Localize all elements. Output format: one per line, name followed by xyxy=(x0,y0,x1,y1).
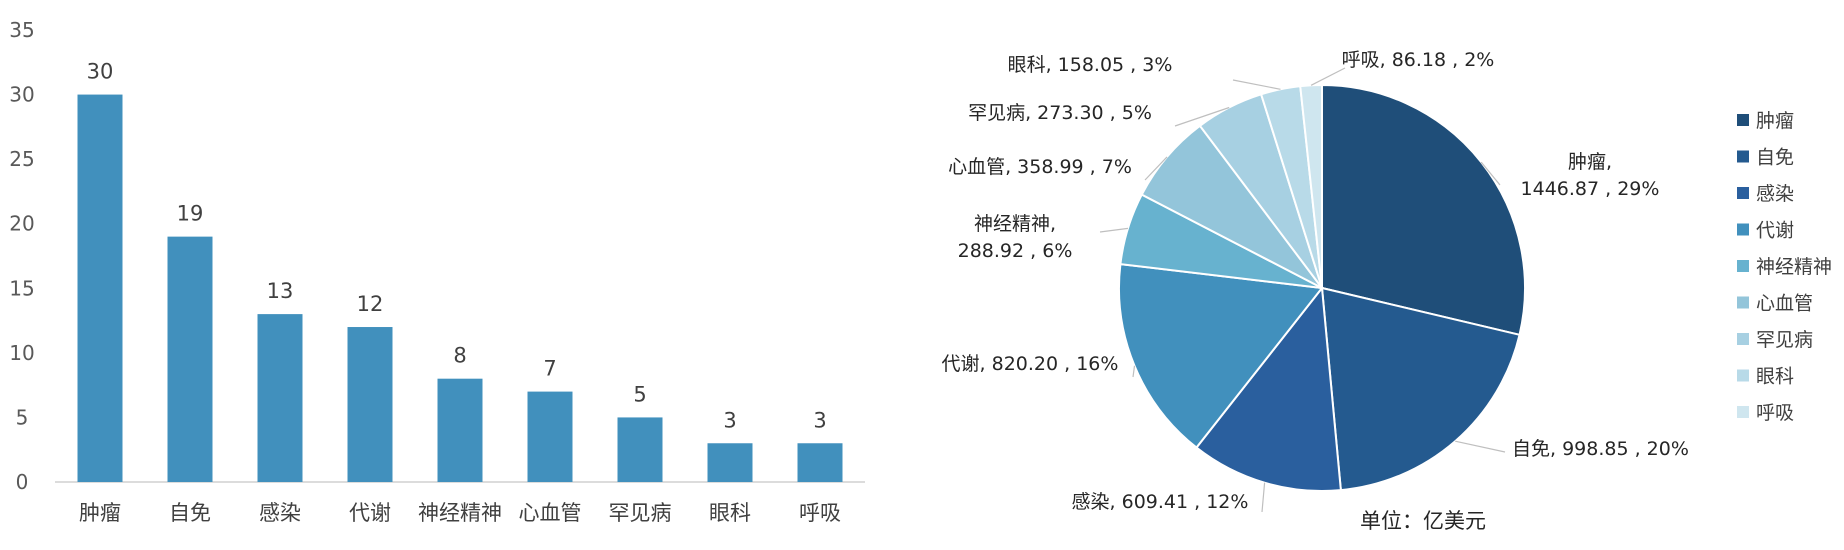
pie-leader-line xyxy=(1261,482,1266,513)
x-category-label: 自免 xyxy=(169,501,211,525)
legend-label: 心血管 xyxy=(1756,293,1813,315)
pie-label-name: 神经精神, xyxy=(974,213,1056,235)
pie-slice-label: 眼科, 158.05 , 3% xyxy=(1008,54,1173,76)
legend-swatch xyxy=(1737,369,1749,382)
y-tick-label: 30 xyxy=(9,83,34,107)
x-category-label: 心血管 xyxy=(519,501,582,525)
bar-value-label: 30 xyxy=(87,60,114,84)
bar xyxy=(167,236,213,482)
bar-value-label: 13 xyxy=(267,279,294,303)
y-tick-label: 35 xyxy=(9,18,34,42)
y-tick-label: 10 xyxy=(9,341,34,365)
legend-swatch xyxy=(1737,296,1749,309)
pie-slice-label: 肿瘤, 1446.87 , 29% xyxy=(1521,151,1660,200)
y-tick-label: 5 xyxy=(16,405,29,429)
pie-slice-label: 感染, 609.41 , 12% xyxy=(1072,491,1249,513)
bar-chart: 0 5 10 15 20 25 30 35 30 肿瘤 19 自免 13 感染 12 代谢 8 神经精神 7 心血管 5… xyxy=(9,18,865,525)
y-tick-label: 15 xyxy=(9,276,34,300)
bar-value-label: 5 xyxy=(633,382,646,406)
bar xyxy=(347,327,393,482)
bar xyxy=(617,417,663,482)
pie-label-name: 肿瘤, xyxy=(1568,151,1612,173)
legend-label: 感染 xyxy=(1756,183,1794,205)
legend-swatch xyxy=(1737,406,1749,418)
bar xyxy=(797,443,843,482)
x-category-label: 呼吸 xyxy=(799,501,841,525)
pie-leader-line xyxy=(1232,79,1281,90)
bar xyxy=(77,94,123,483)
legend-label: 神经精神 xyxy=(1756,256,1832,278)
bar-value-label: 7 xyxy=(543,357,556,381)
pie-leader-line xyxy=(1480,161,1501,186)
pie-label-value: 288.92 , 6% xyxy=(958,240,1073,262)
bar-value-label: 3 xyxy=(813,408,826,432)
pie-leader-line xyxy=(1174,106,1230,127)
x-category-label: 感染 xyxy=(259,501,301,525)
legend-swatch xyxy=(1737,223,1749,236)
bar xyxy=(527,391,573,482)
legend-label: 代谢 xyxy=(1756,220,1794,242)
x-category-label: 神经精神 xyxy=(418,501,502,525)
bar-value-label: 3 xyxy=(723,408,736,432)
legend-label: 罕见病 xyxy=(1756,329,1813,351)
legend-label: 自免 xyxy=(1756,147,1794,169)
x-category-label: 代谢 xyxy=(349,501,391,525)
bar xyxy=(707,443,753,482)
y-tick-label: 20 xyxy=(9,212,34,236)
bar-value-label: 8 xyxy=(453,344,466,368)
legend-swatch xyxy=(1737,114,1749,126)
pie-slice-label: 罕见病, 273.30 , 5% xyxy=(968,102,1152,124)
pie-leader-line xyxy=(1099,227,1129,233)
bar-value-label: 19 xyxy=(177,202,204,226)
legend-swatch xyxy=(1737,333,1749,345)
pie-slice-label: 代谢, 820.20 , 16% xyxy=(942,353,1119,375)
legend-swatch xyxy=(1737,187,1749,199)
pie-slice-label: 神经精神, 288.92 , 6% xyxy=(958,213,1073,262)
unit-label: 单位：亿美元 xyxy=(1360,509,1486,533)
legend-swatch xyxy=(1737,150,1749,163)
x-category-label: 罕见病 xyxy=(609,501,672,525)
pie-chart: 肿瘤, 1446.87 , 29% 自免, 998.85 , 20% 感染, 609.… xyxy=(942,49,1832,533)
pie-slice xyxy=(1117,262,1324,449)
pie-leader-line xyxy=(1455,440,1506,453)
y-tick-label: 0 xyxy=(16,470,29,494)
pie-label-value: 1446.87 , 29% xyxy=(1521,178,1660,200)
pie-leader-line xyxy=(1310,67,1346,86)
legend-label: 呼吸 xyxy=(1756,402,1794,424)
y-tick-label: 25 xyxy=(9,147,34,171)
pie-slice xyxy=(1320,286,1521,492)
x-category-label: 眼科 xyxy=(709,501,751,525)
legend-label: 眼科 xyxy=(1756,366,1794,388)
pie-slice-label: 自免, 998.85 , 20% xyxy=(1512,438,1689,460)
legend-label: 肿瘤 xyxy=(1756,110,1794,132)
x-category-label: 肿瘤 xyxy=(79,501,121,525)
legend-swatch xyxy=(1737,260,1749,272)
bar-value-label: 12 xyxy=(357,292,384,316)
pie-leader-line xyxy=(1144,156,1168,181)
pie-slice xyxy=(1195,285,1342,492)
pie-slice-label: 心血管, 358.99 , 7% xyxy=(948,156,1132,178)
pie-slice-label: 呼吸, 86.18 , 2% xyxy=(1342,49,1495,71)
bar xyxy=(437,378,483,482)
pie-leader-line xyxy=(1132,365,1136,378)
bar xyxy=(257,314,303,482)
